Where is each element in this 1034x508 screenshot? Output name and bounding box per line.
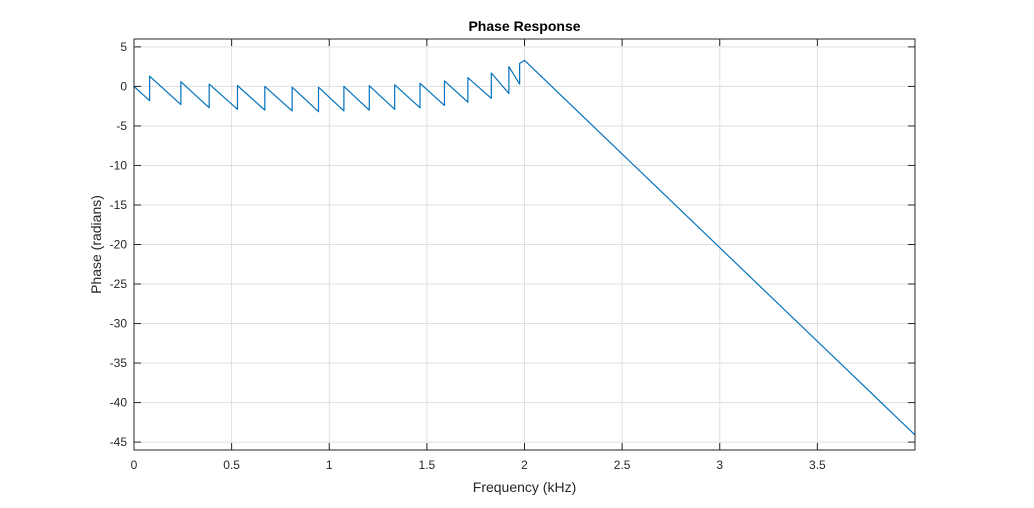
x-tick-label: 2 bbox=[521, 458, 528, 472]
x-tick-label: 3.5 bbox=[809, 458, 826, 472]
chart-title: Phase Response bbox=[468, 18, 580, 34]
y-tick-label: 5 bbox=[120, 40, 127, 54]
x-tick-label: 0.5 bbox=[223, 458, 240, 472]
y-tick-label: -5 bbox=[116, 119, 127, 133]
x-axis-label: Frequency (kHz) bbox=[473, 479, 576, 495]
y-tick-label: -40 bbox=[110, 396, 128, 410]
y-tick-label: -35 bbox=[110, 356, 128, 370]
y-tick-label: -25 bbox=[110, 277, 128, 291]
y-tick-label: -30 bbox=[110, 317, 128, 331]
x-tick-label: 0 bbox=[131, 458, 138, 472]
axis-ticks: 0 0.5 1 1.5 2 2.5 3 3.5 5 0 -5 -10 -15 -20 -25 -30 -35 -4… bbox=[110, 39, 915, 472]
series-lines bbox=[133, 59, 916, 436]
y-tick-label: -45 bbox=[110, 435, 128, 449]
phase-series-line bbox=[133, 59, 916, 436]
x-tick-label: 3 bbox=[716, 458, 723, 472]
y-tick-label: 0 bbox=[120, 79, 127, 93]
x-tick-label: 1.5 bbox=[419, 458, 436, 472]
grid-lines bbox=[133, 39, 915, 450]
y-tick-label: -10 bbox=[110, 158, 128, 172]
x-tick-label: 2.5 bbox=[614, 458, 631, 472]
y-tick-label: -20 bbox=[110, 238, 128, 252]
x-tick-label: 1 bbox=[326, 458, 333, 472]
y-axis-label: Phase (radians) bbox=[88, 195, 104, 294]
y-tick-label: -15 bbox=[110, 198, 128, 212]
